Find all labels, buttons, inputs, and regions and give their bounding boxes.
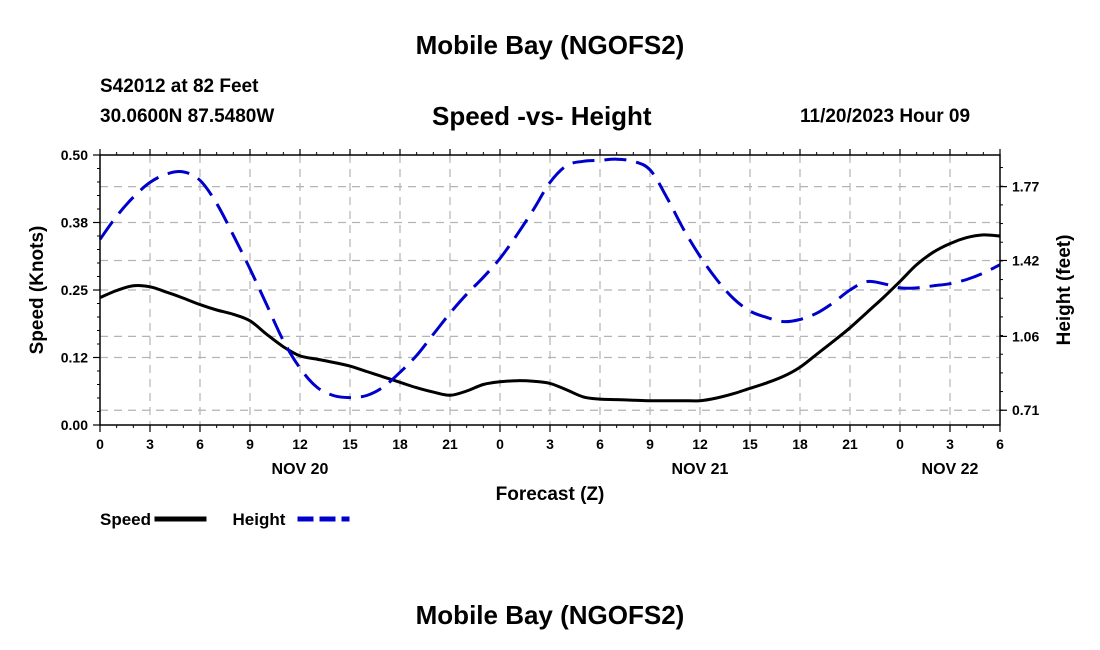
axis-labels: 0 3 6 9 12 15 18 21 0 3 6 9 12 15 18 21 0 3 6 NOV 20 NOV 21 N… (61, 147, 1040, 478)
x-tick-label: 9 (246, 436, 254, 452)
grid (100, 155, 1000, 425)
x-tick-label: 12 (692, 436, 708, 452)
x-tick-label: 18 (392, 436, 408, 452)
y-right-tick-label: 0.71 (1012, 402, 1039, 418)
footer-title: Mobile Bay (NGOFS2) (415, 600, 685, 630)
series-group (98, 157, 1001, 403)
y-axis-left-title: Speed (Knots) (27, 226, 48, 355)
x-tick-label: 6 (596, 436, 604, 452)
x-tick-label: 3 (146, 436, 154, 452)
y-axis-right-title: Height (feet) (1054, 235, 1075, 346)
day-label: NOV 21 (672, 461, 729, 478)
coordinates-label: 30.0600N 87.5480W (100, 106, 275, 127)
station-label: S42012 at 82 Feet (100, 76, 259, 97)
day-label: NOV 22 (922, 461, 979, 478)
chart-subtitle: Speed -vs- Height (432, 101, 652, 131)
x-tick-label: 3 (546, 436, 554, 452)
x-tick-label: 18 (792, 436, 808, 452)
x-tick-label: 0 (496, 436, 504, 452)
series-line-height (98, 157, 1001, 400)
axis-ticks (93, 149, 1007, 432)
y-left-tick-label: 0.50 (61, 147, 88, 163)
legend-label-speed: Speed (100, 510, 151, 529)
x-axis-title: Forecast (Z) (496, 484, 605, 505)
x-tick-label: 3 (946, 436, 954, 452)
chart-title: Mobile Bay (NGOFS2) (415, 30, 685, 60)
series-line-speed (99, 233, 1001, 403)
chart-svg: 0 3 6 9 12 15 18 21 0 3 6 9 12 15 18 21 0 3 6 NOV 20 NOV 21 N… (27, 147, 1075, 529)
x-tick-label: 12 (292, 436, 308, 452)
y-left-tick-label: 0.25 (61, 282, 88, 298)
y-right-tick-label: 1.06 (1012, 328, 1039, 344)
y-right-tick-label: 1.77 (1012, 179, 1039, 195)
y-left-tick-label: 0.00 (61, 417, 88, 433)
y-left-tick-label: 0.12 (61, 350, 88, 366)
x-tick-label: 0 (896, 436, 904, 452)
x-tick-label: 6 (996, 436, 1004, 452)
y-right-tick-label: 1.42 (1012, 252, 1039, 268)
legend: Speed Height (100, 510, 350, 529)
x-tick-label: 15 (342, 436, 358, 452)
x-tick-label: 6 (196, 436, 204, 452)
x-tick-label: 21 (842, 436, 858, 452)
x-tick-label: 9 (646, 436, 654, 452)
day-label: NOV 20 (272, 461, 329, 478)
x-tick-label: 15 (742, 436, 758, 452)
datetime-label: 11/20/2023 Hour 09 (800, 106, 971, 127)
y-left-tick-label: 0.38 (61, 215, 88, 231)
legend-label-height: Height (233, 510, 286, 529)
x-tick-label: 21 (442, 436, 458, 452)
x-tick-label: 0 (96, 436, 104, 452)
